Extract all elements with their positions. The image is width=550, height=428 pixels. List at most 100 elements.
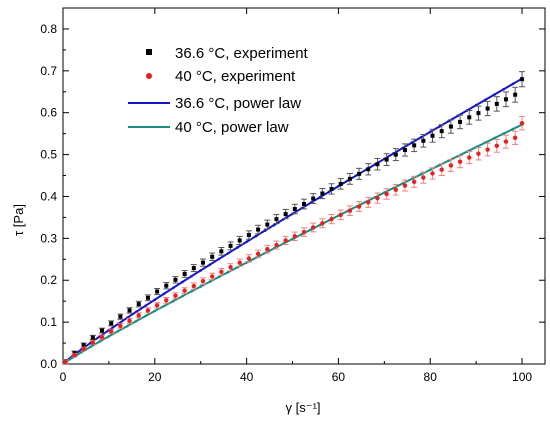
data-point <box>265 247 270 252</box>
fit-line-marker <box>171 286 175 290</box>
data-point <box>99 334 105 340</box>
fit-line-marker <box>125 324 129 328</box>
legend-marker-circle <box>146 73 152 79</box>
fit-line-marker <box>217 275 221 279</box>
fit-line-marker <box>107 335 111 338</box>
data-point <box>283 212 288 217</box>
data-point <box>237 260 242 265</box>
data-point <box>191 266 196 271</box>
fit-line-marker <box>226 251 230 255</box>
fit-line-marker <box>217 257 221 261</box>
data-point <box>439 167 444 172</box>
y-tick-label: 0.1 <box>40 315 57 329</box>
data-point <box>519 120 525 126</box>
plot-frame <box>62 7 546 365</box>
fit-line-marker <box>226 270 230 274</box>
data-point <box>219 249 224 254</box>
fit-line-marker <box>190 290 193 293</box>
x-tick-label: 0 <box>60 370 67 384</box>
fit-line-marker <box>153 309 157 313</box>
data-point <box>292 207 297 212</box>
data-point <box>457 159 463 164</box>
data-point <box>356 204 362 209</box>
data-point <box>81 343 86 348</box>
data-point <box>402 183 408 188</box>
data-point <box>503 139 509 144</box>
legend: 36.6 °C, experiment 40 °C, experiment 36… <box>128 45 309 136</box>
y-tick-label: 0.7 <box>40 64 57 78</box>
y-tick-label: 0.5 <box>40 148 57 162</box>
data-point <box>155 289 160 294</box>
data-point <box>421 138 426 143</box>
fit-line-marker <box>291 237 294 241</box>
legend-label: 36.6 °C, experiment <box>175 45 309 62</box>
fit-line-marker <box>511 127 515 131</box>
x-tick-label: 80 <box>424 370 438 384</box>
data-point <box>164 298 169 303</box>
data-point <box>513 92 518 97</box>
data-point <box>467 155 472 160</box>
x-axis-label: γ [s⁻¹] <box>285 400 320 415</box>
data-point <box>63 359 68 365</box>
fit-line-marker <box>401 182 404 185</box>
data-point <box>173 293 178 298</box>
y-tick-label: 0.3 <box>40 231 57 245</box>
data-point <box>430 171 435 176</box>
fit-line-marker <box>428 168 432 172</box>
fit-line-marker <box>502 87 505 91</box>
data-point <box>520 77 525 82</box>
y-tick-label: 0.8 <box>40 22 57 36</box>
data-point <box>173 277 178 282</box>
fit-line-marker <box>144 314 147 318</box>
legend-entry-36-6-power-law: 36.6 °C, power law <box>128 95 301 112</box>
data-point <box>338 212 343 218</box>
data-point <box>109 321 114 326</box>
x-tick-label: 60 <box>332 370 346 384</box>
axes: 0 20 40 60 80 100 0.0 0.1 0.2 0.3 0.4 0.5 0.6 0.7 0.8 <box>40 7 546 384</box>
data-point <box>109 329 114 334</box>
data-point <box>219 269 224 275</box>
fit-line-marker <box>419 173 423 176</box>
fit-line-marker <box>199 285 203 288</box>
legend-entry-40-power-law: 40 °C, power law <box>128 119 289 136</box>
data-point <box>228 265 233 270</box>
data-point <box>375 195 380 201</box>
fit-line-marker <box>208 280 212 283</box>
fit-line-marker <box>116 329 120 333</box>
data-point <box>191 283 197 289</box>
fit-line-marker <box>245 240 248 244</box>
fit-line-marker <box>162 304 166 308</box>
data-point <box>136 302 141 307</box>
y-tick-label: 0.2 <box>40 273 57 287</box>
data-point <box>127 308 132 313</box>
data-point <box>118 314 123 319</box>
data-point <box>100 328 105 333</box>
fit-line-marker <box>410 177 414 181</box>
fit-line-marker <box>410 141 414 144</box>
fit-line-marker <box>263 229 267 232</box>
plot-area <box>62 71 526 365</box>
y-axis-label: τ [Pa] <box>11 204 26 236</box>
data-point <box>402 147 407 152</box>
data-point <box>347 176 352 181</box>
fit-line-marker <box>236 246 239 249</box>
data-point <box>246 233 251 238</box>
data-point <box>393 187 399 192</box>
data-point <box>329 186 334 191</box>
legend-entry-36-6-experiment: 36.6 °C, experiment <box>146 45 309 62</box>
fit-line-marker <box>493 93 496 96</box>
fit-line-marker <box>438 125 441 128</box>
data-point <box>237 238 242 243</box>
data-point <box>255 251 261 257</box>
fit-line-marker <box>181 294 184 298</box>
data-point <box>421 175 426 180</box>
legend-label: 40 °C, power law <box>175 119 289 136</box>
fit-line-marker <box>318 195 322 199</box>
legend-label: 40 °C, experiment <box>175 68 296 85</box>
data-point <box>302 202 306 207</box>
data-point <box>311 196 316 201</box>
data-point <box>81 346 86 352</box>
fit-line-marker <box>493 136 496 140</box>
y-tick-label: 0.0 <box>40 357 57 371</box>
